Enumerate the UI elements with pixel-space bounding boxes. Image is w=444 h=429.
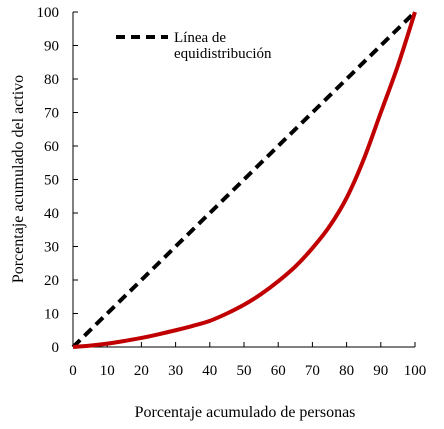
x-tick-label: 70 — [305, 363, 320, 379]
x-tick-label: 60 — [271, 363, 286, 379]
legend: Línea de equidistribución — [116, 30, 272, 62]
x-axis-ticks: 0 10 20 30 40 50 60 70 80 90 100 — [69, 342, 426, 379]
x-tick-label: 10 — [100, 363, 115, 379]
y-tick-label: 50 — [44, 173, 59, 189]
x-tick-label: 40 — [202, 363, 217, 379]
x-tick-label: 90 — [373, 363, 388, 379]
x-tick-label: 80 — [339, 363, 354, 379]
y-tick-label: 10 — [44, 307, 59, 323]
x-axis-title: Porcentaje acumulado de personas — [135, 404, 356, 421]
x-tick-label: 20 — [134, 363, 149, 379]
x-tick-label: 100 — [404, 363, 427, 379]
y-tick-label: 60 — [44, 139, 59, 155]
y-tick-label: 70 — [44, 106, 59, 122]
y-tick-label: 80 — [44, 72, 59, 88]
legend-label-line2: equidistribución — [174, 46, 272, 62]
series-line-lorenz-curve — [72, 11, 417, 349]
y-axis-title: Porcentaje acumulado del activo — [10, 75, 27, 283]
y-tick-label: 30 — [44, 240, 59, 256]
series-line-equidistribution — [71, 10, 417, 349]
plot-area: 0 10 20 30 40 50 60 70 80 90 100 0 10 20 30 40 50 60 70 80… — [37, 5, 427, 379]
x-tick-label: 50 — [237, 363, 252, 379]
y-tick-label: 0 — [52, 340, 60, 356]
y-tick-label: 20 — [44, 273, 59, 289]
x-tick-label: 0 — [69, 363, 77, 379]
y-tick-label: 100 — [37, 5, 60, 21]
y-tick-label: 40 — [44, 206, 59, 222]
series-layer — [71, 10, 417, 349]
x-tick-label: 30 — [168, 363, 183, 379]
legend-label-line1: Línea de — [174, 30, 226, 46]
y-axis-ticks: 0 10 20 30 40 50 60 70 80 90 100 — [37, 5, 78, 356]
y-tick-label: 90 — [44, 39, 59, 55]
